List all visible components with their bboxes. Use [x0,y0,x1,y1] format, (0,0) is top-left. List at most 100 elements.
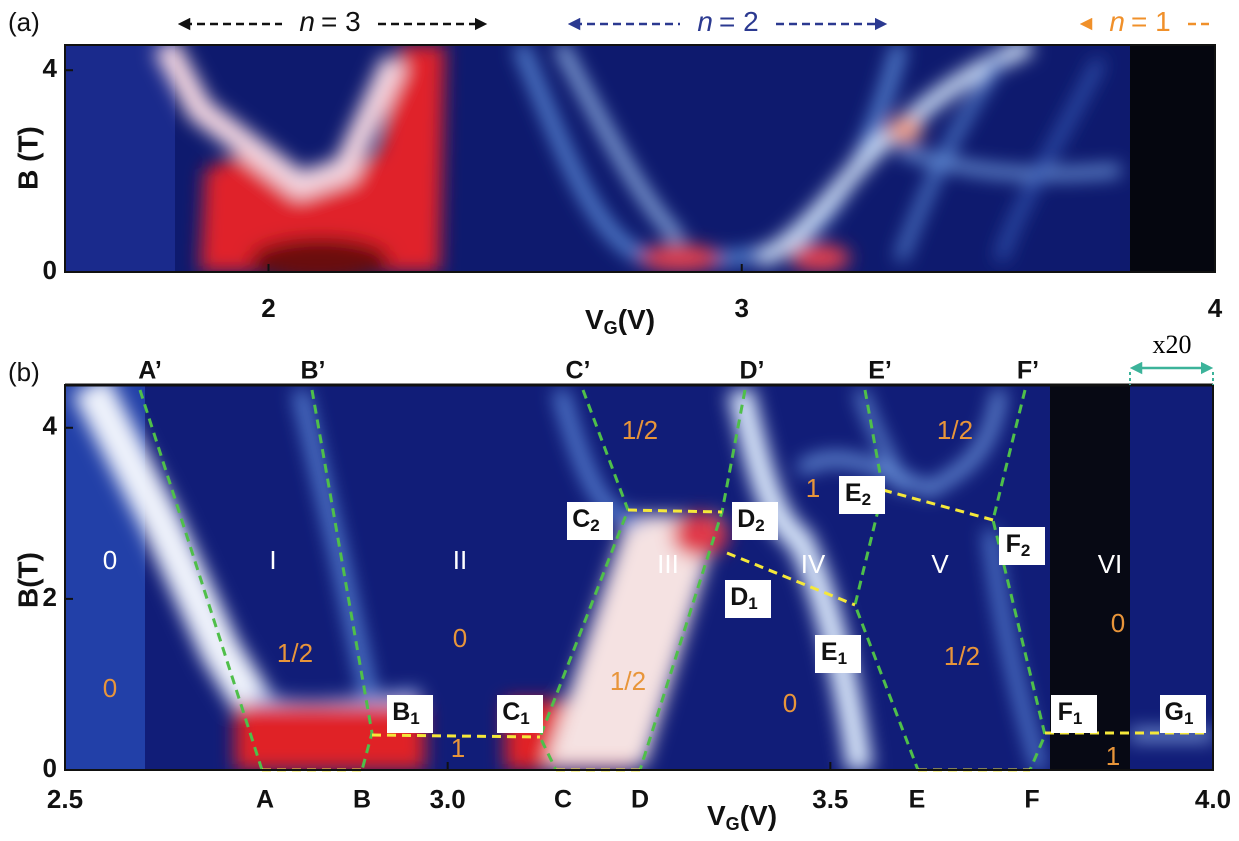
point-box [387,695,433,733]
filling-label: 1 [1106,741,1120,771]
x-tick-label: 3.0 [430,784,466,814]
x-tick-label: 4 [1208,293,1223,323]
filling-label: 0 [1111,608,1125,638]
filling-label: 1/2 [610,666,646,696]
heatmap-b [65,385,1213,770]
point-box [1160,695,1206,733]
point-box [732,502,778,540]
point-label: E2 [845,479,871,510]
panel-label: (b) [8,357,40,387]
y-tick-label: 0 [43,255,57,285]
point-label: D2 [737,505,765,536]
point-label: F’ [1017,357,1039,385]
point-label: F2 [1006,530,1031,561]
band-label: n = 2 [697,6,758,37]
point-label: E’ [868,357,892,385]
point-main: C [502,698,520,726]
point-main: E [845,479,862,507]
panel-label: (a) [8,7,40,37]
band-text: = 3 [321,6,361,37]
point-label: B [353,786,371,814]
band-text: = 2 [719,6,759,37]
region-label: III [657,549,679,579]
point-sub: 1 [410,709,419,728]
filling-label: 1/2 [944,641,980,671]
filling-label: 0 [453,623,467,653]
region-label: IV [801,549,826,579]
point-sub: 1 [520,709,529,728]
point-label: C1 [502,698,530,729]
point-box [999,527,1045,565]
x-title-sub: G [726,814,740,834]
point-box [497,695,543,733]
x-title-unit: (V) [740,800,777,831]
point-main: C [572,505,590,533]
point-sub: 2 [755,516,764,535]
point-label: D [631,786,649,814]
band-var: n [299,6,315,37]
y-tick-label: 2 [43,582,57,612]
point-box [815,635,861,673]
region-label: II [453,545,467,575]
point-label: A’ [138,357,162,385]
point-main: B [392,698,410,726]
point-main: D [730,583,748,611]
region-label: I [269,545,276,575]
y-axis-title: B (T) [12,126,43,190]
y-axis-title: B(T) [12,552,43,608]
filling-label: 1/2 [277,638,313,668]
band-label: n = 1 [1109,6,1170,37]
point-main: G [1165,698,1184,726]
point-label: F1 [1058,698,1083,729]
point-box [725,580,771,618]
point-main: F [1058,698,1073,726]
scale-note: x20 [1153,330,1192,359]
x-tick-label: 2 [261,293,275,323]
x-title-sub: G [604,318,618,338]
point-sub: 2 [862,490,871,509]
heatmap-a [65,45,1215,272]
x-title-unit: (V) [618,304,655,335]
point-label: G1 [1165,698,1194,729]
filling-label: 0 [783,688,797,718]
filling-label: 1 [806,473,820,503]
point-label: A [256,786,274,814]
point-sub: 1 [838,649,847,668]
x-tick-label: 2.5 [47,784,83,814]
region-label: VI [1098,549,1123,579]
region-label: V [931,549,949,579]
point-label: C2 [572,505,600,536]
point-sub: 2 [590,516,599,535]
point-label: D’ [740,357,765,385]
x-axis-title: VG(V) [585,304,655,337]
point-label: E1 [821,638,847,669]
x-title-main: V [585,304,604,335]
point-sub: 2 [1021,541,1030,560]
band-label: n = 3 [299,6,360,37]
point-main: E [821,638,838,666]
y-tick-label: 4 [43,411,58,441]
frame-a [64,44,1216,273]
y-tick-label: 0 [43,753,57,783]
point-label: B1 [392,698,420,729]
x-axis-title: VG(V) [707,800,777,833]
filling-label: 1/2 [937,415,973,445]
point-sub: 1 [1073,709,1082,728]
band-var: n [697,6,713,37]
point-sub: 1 [1184,709,1193,728]
point-box [1051,695,1097,733]
point-label: B’ [301,357,326,385]
region-label: 0 [103,545,117,575]
point-label: D1 [730,583,758,614]
x-tick-label: 4.0 [1195,784,1231,814]
point-box [567,502,613,540]
filling-label: 1 [451,733,465,763]
x-tick-label: 3.5 [812,784,848,814]
point-label: C [554,786,572,814]
point-label: F [1024,786,1039,814]
filling-label: 0 [103,673,117,703]
point-label: C’ [566,357,591,385]
band-var: n [1109,6,1125,37]
point-sub: 1 [748,594,757,613]
